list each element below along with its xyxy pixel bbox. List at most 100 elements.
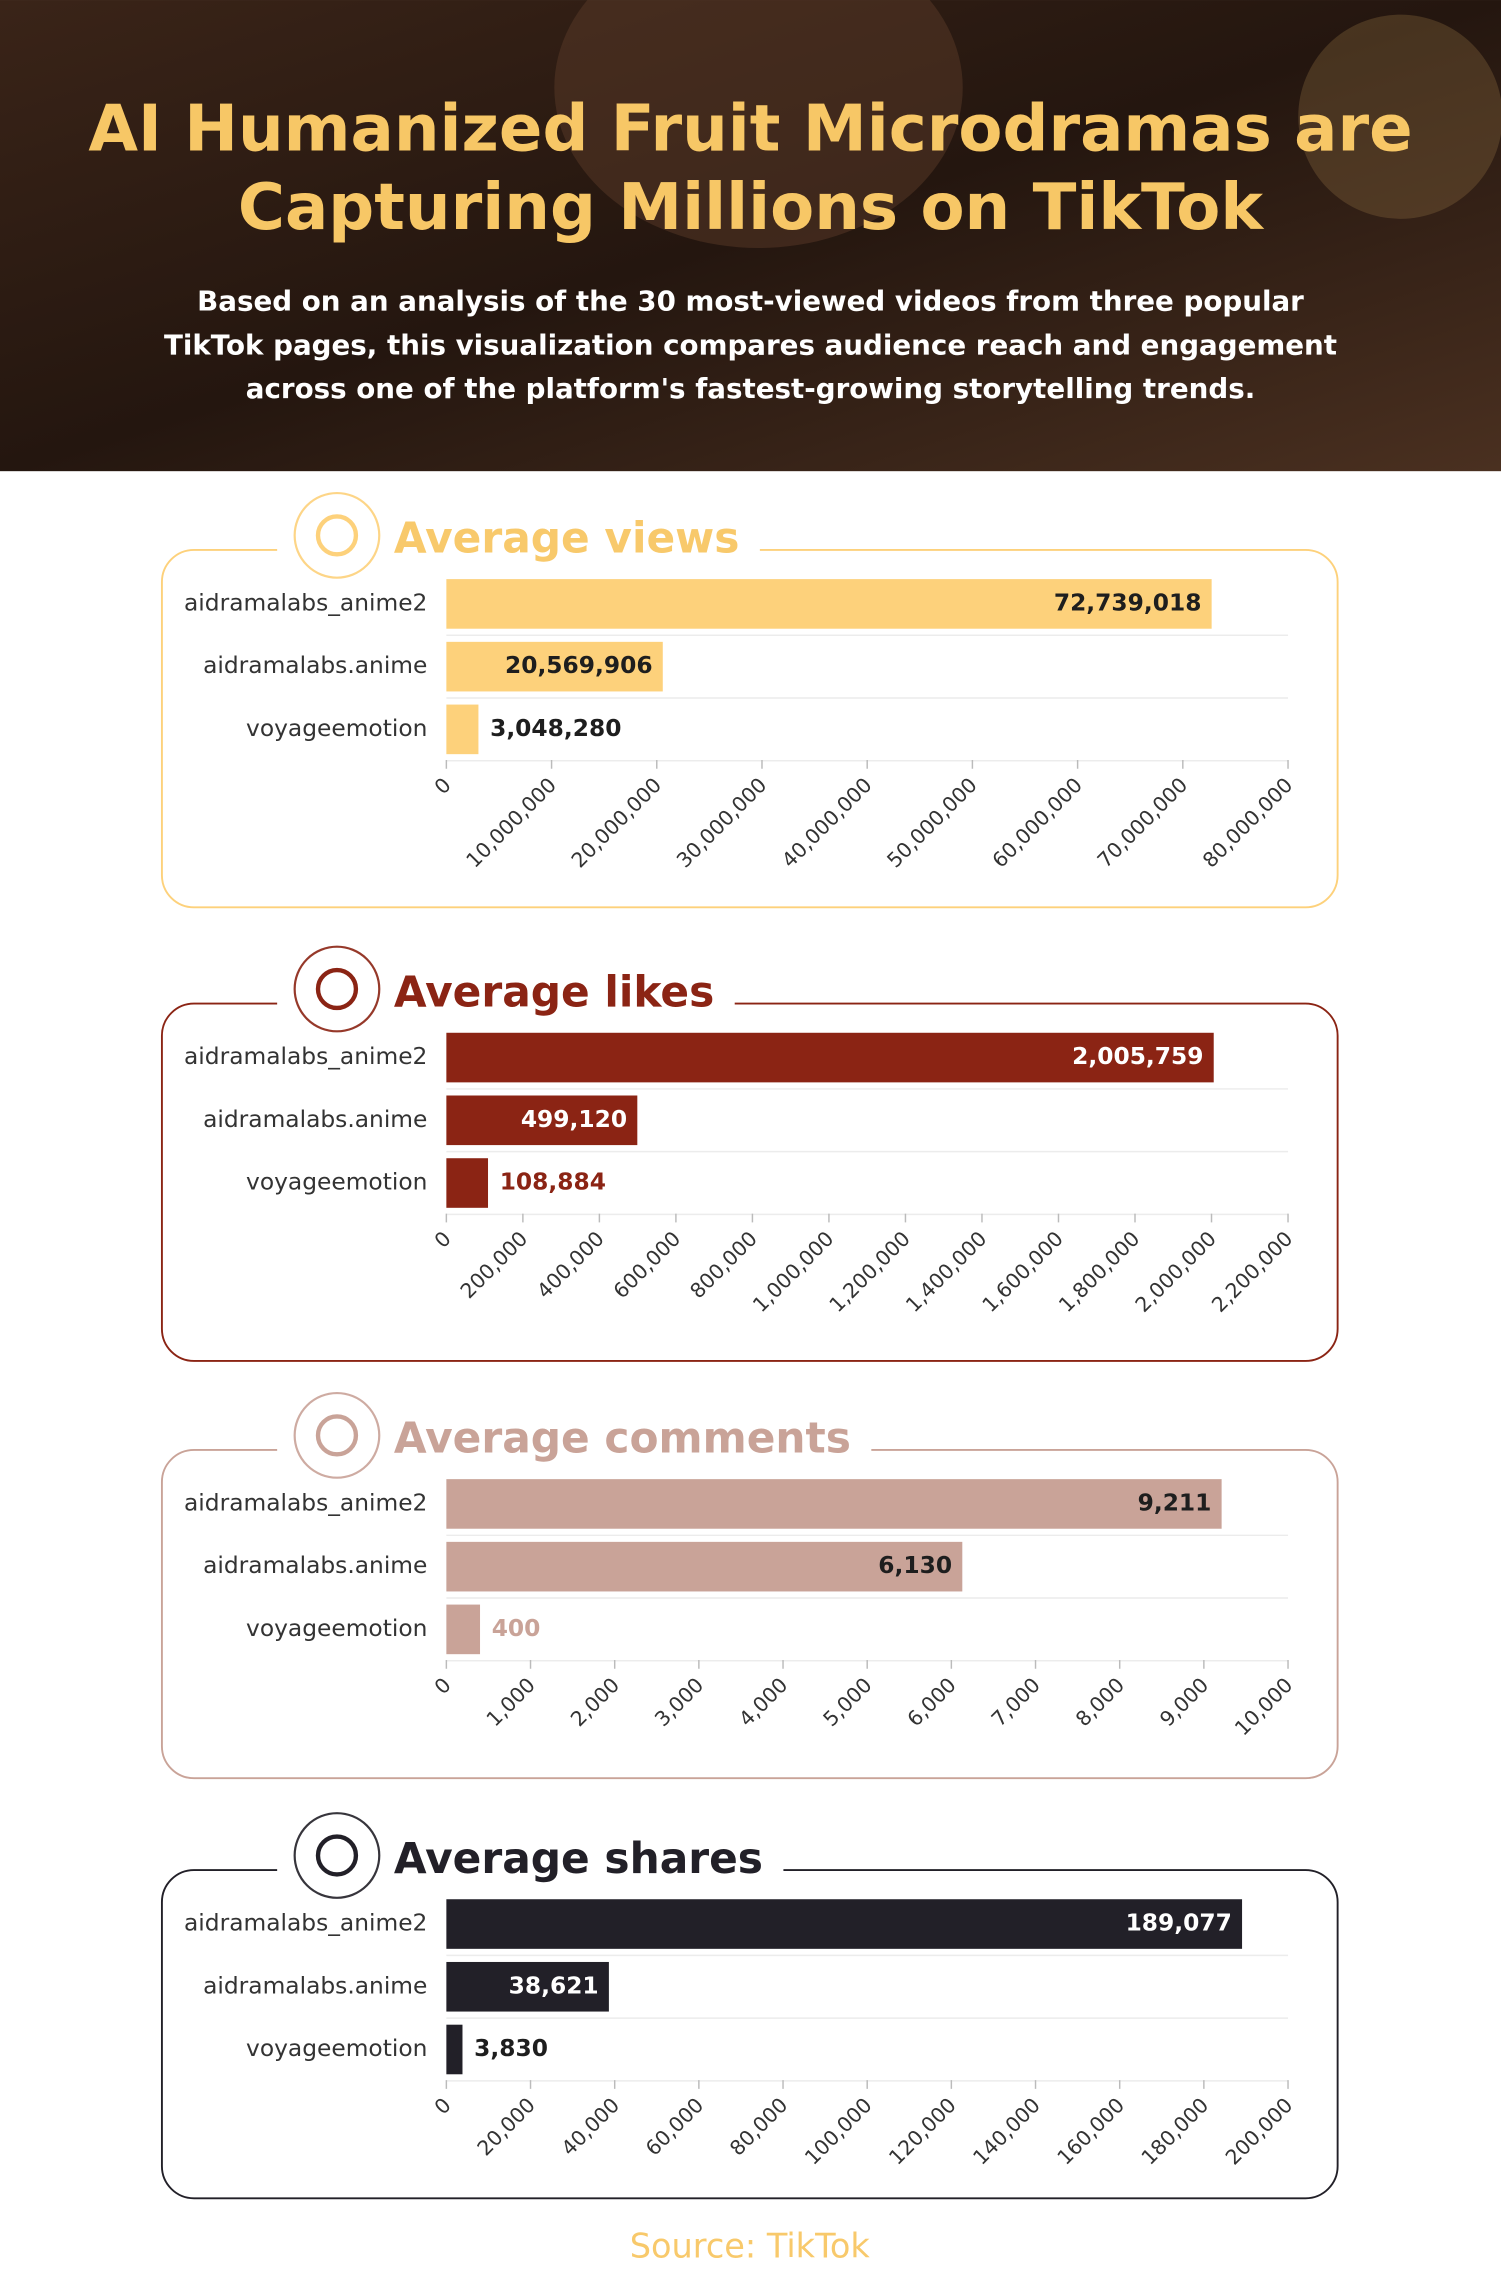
bar bbox=[446, 1095, 638, 1146]
value-label: 189,077 bbox=[1126, 1909, 1232, 1937]
x-tick-label: 10,000 bbox=[1230, 1673, 1297, 1740]
value-label: 400 bbox=[492, 1614, 541, 1642]
x-tick-label: 50,000,000 bbox=[882, 773, 982, 873]
x-tick-label: 8,000 bbox=[1071, 1673, 1129, 1731]
value-label: 2,005,759 bbox=[1072, 1042, 1203, 1070]
category-label: aidramalabs_anime2 bbox=[184, 1042, 427, 1070]
x-tick-label: 60,000,000 bbox=[987, 773, 1087, 873]
x-tick-label: 0 bbox=[430, 773, 456, 799]
category-label: voyageemotion bbox=[246, 1614, 427, 1642]
panel-gap bbox=[277, 1441, 872, 1459]
value-label: 6,130 bbox=[878, 1551, 952, 1579]
bar bbox=[446, 2024, 463, 2075]
bar bbox=[446, 1032, 1214, 1083]
category-label: voyageemotion bbox=[246, 714, 427, 742]
x-tick-label: 30,000,000 bbox=[672, 773, 772, 873]
x-tick-label: 3,000 bbox=[650, 1673, 708, 1731]
icon bbox=[293, 945, 381, 1033]
x-tick-label: 140,000 bbox=[968, 2093, 1045, 2170]
category-label: voyageemotion bbox=[246, 1168, 427, 1196]
x-tick-label: 1,400,000 bbox=[901, 1226, 991, 1316]
header-art bbox=[554, 0, 963, 248]
x-tick-label: 2,000,000 bbox=[1130, 1226, 1220, 1316]
page-title: AI Humanized Fruit Microdramas are Captu… bbox=[88, 91, 1413, 246]
value-label: 108,884 bbox=[500, 1168, 606, 1196]
x-tick-label: 20,000 bbox=[472, 2093, 539, 2160]
subtitle-box: Based on an analysis of the 30 most-view… bbox=[164, 286, 1337, 406]
x-tick-label: 4,000 bbox=[734, 1673, 792, 1731]
icon bbox=[293, 1812, 381, 1899]
x-tick-label: 7,000 bbox=[987, 1673, 1045, 1731]
x-tick-label: 80,000,000 bbox=[1198, 773, 1298, 873]
panel bbox=[160, 1002, 1339, 1362]
icon bbox=[293, 491, 381, 579]
bar bbox=[446, 1479, 1222, 1529]
x-tick-label: 120,000 bbox=[884, 2093, 961, 2170]
bar bbox=[446, 1541, 963, 1592]
x-tick-label: 2,200,000 bbox=[1207, 1226, 1297, 1316]
value-label: 9,211 bbox=[1138, 1488, 1212, 1516]
bar bbox=[446, 704, 479, 755]
x-tick-label: 1,000,000 bbox=[748, 1226, 838, 1316]
title-box: AI Humanized Fruit Microdramas are Captu… bbox=[88, 91, 1413, 246]
header-art bbox=[1298, 14, 1501, 219]
category-label: aidramalabs.anime bbox=[203, 1105, 427, 1133]
chart-title: Average shares bbox=[394, 1834, 763, 1883]
x-tick-label: 0 bbox=[430, 2093, 456, 2119]
value-label: 3,048,280 bbox=[490, 714, 621, 742]
chart: Average views 0 10,000,000 20,000,000 30,000… bbox=[160, 491, 1339, 909]
value-label: 38,621 bbox=[509, 1971, 599, 1999]
x-tick-label: 160,000 bbox=[1052, 2093, 1129, 2170]
x-tick-label: 80,000 bbox=[725, 2093, 792, 2160]
icon-inner bbox=[315, 514, 359, 557]
x-tick-label: 800,000 bbox=[685, 1226, 762, 1303]
icon-inner bbox=[315, 967, 359, 1011]
chart-title: Average comments bbox=[394, 1414, 851, 1463]
x-tick-label: 1,800,000 bbox=[1054, 1226, 1144, 1316]
x-tick-label: 20,000,000 bbox=[567, 773, 667, 873]
x-tick-label: 600,000 bbox=[609, 1226, 686, 1303]
chart-title: Average likes bbox=[394, 967, 714, 1016]
x-tick-label: 100,000 bbox=[800, 2093, 877, 2170]
x-tick-label: 40,000 bbox=[557, 2093, 624, 2160]
x-tick-label: 200,000 bbox=[456, 1226, 533, 1303]
chart: Average likes 0 200,000 400,000 600,000 800,0… bbox=[160, 945, 1339, 1362]
panel-gap bbox=[277, 541, 760, 559]
x-tick-label: 1,000 bbox=[482, 1673, 540, 1731]
panel-gap bbox=[277, 994, 735, 1013]
bar bbox=[446, 1604, 481, 1655]
x-tick-label: 0 bbox=[430, 1226, 456, 1252]
x-tick-label: 2,000 bbox=[566, 1673, 624, 1731]
category-label: voyageemotion bbox=[246, 2034, 427, 2062]
icon-inner bbox=[315, 1414, 359, 1457]
category-label: aidramalabs.anime bbox=[203, 1551, 427, 1579]
bar bbox=[446, 641, 663, 692]
x-tick-label: 10,000,000 bbox=[461, 773, 561, 873]
x-tick-label: 180,000 bbox=[1137, 2093, 1214, 2170]
x-tick-label: 9,000 bbox=[1155, 1673, 1213, 1731]
bar bbox=[446, 579, 1212, 629]
value-label: 20,569,906 bbox=[505, 651, 653, 679]
icon bbox=[293, 1391, 381, 1479]
x-tick-label: 6,000 bbox=[902, 1673, 960, 1731]
bar bbox=[446, 1961, 609, 2012]
category-label: aidramalabs.anime bbox=[203, 1971, 427, 1999]
x-tick-label: 200,000 bbox=[1221, 2093, 1298, 2170]
chart: Average comments 0 1,000 2,000 3,000 4,000 5,0… bbox=[160, 1391, 1339, 1780]
x-tick-label: 1,600,000 bbox=[977, 1226, 1067, 1316]
bar bbox=[446, 1899, 1243, 1949]
category-label: aidramalabs_anime2 bbox=[184, 588, 427, 616]
source: Source: TikTok bbox=[630, 2226, 871, 2265]
icon-inner bbox=[315, 1834, 359, 1877]
x-tick-label: 70,000,000 bbox=[1093, 773, 1193, 873]
chart-title: Average views bbox=[394, 514, 740, 563]
x-tick-label: 40,000,000 bbox=[777, 773, 877, 873]
category-label: aidramalabs_anime2 bbox=[184, 1909, 427, 1937]
x-tick-label: 60,000 bbox=[641, 2093, 708, 2160]
x-tick-label: 0 bbox=[430, 1673, 456, 1699]
panel-gap bbox=[277, 1861, 784, 1879]
category-label: aidramalabs.anime bbox=[203, 651, 427, 679]
